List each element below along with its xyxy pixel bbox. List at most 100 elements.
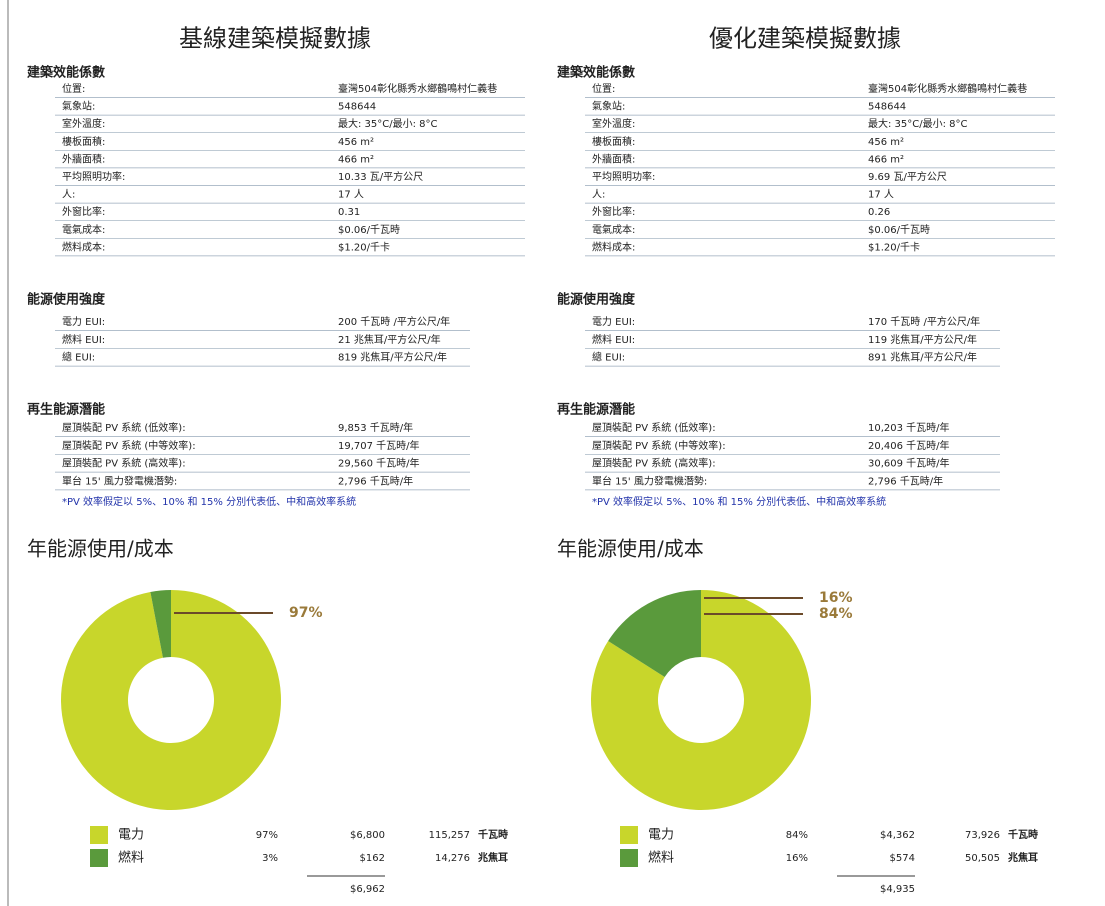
legend-percent: 3% bbox=[262, 853, 278, 864]
row-label: 單台 15' 風力發電機潛勢: bbox=[62, 474, 177, 487]
row-value: 0.26 bbox=[868, 207, 890, 218]
row-value: $1.20/千卡 bbox=[338, 240, 390, 253]
row-label: 氣象站: bbox=[62, 100, 95, 113]
legend-cost: $4,362 bbox=[880, 830, 915, 841]
row-value: 最大: 35°C/最小: 8°C bbox=[338, 117, 438, 130]
row-label: 總 EUI: bbox=[62, 351, 95, 364]
row-label: 位置: bbox=[592, 82, 615, 95]
row-label: 室外溫度: bbox=[62, 117, 105, 130]
donut-segment bbox=[591, 590, 812, 810]
row-label: 燃料 EUI: bbox=[62, 333, 105, 346]
legend-cost: $6,800 bbox=[350, 830, 385, 841]
section-heading: 能源使用強度 bbox=[557, 292, 636, 308]
row-label: 外牆面積: bbox=[62, 152, 105, 165]
legend-usage: 115,257 bbox=[429, 830, 470, 841]
legend-usage: 50,505 bbox=[965, 853, 1000, 864]
row-value: 17 人 bbox=[868, 189, 894, 201]
row-label: 外窗比率: bbox=[62, 205, 105, 218]
legend-swatch bbox=[620, 826, 638, 844]
row-value: 10.33 瓦/平方公尺 bbox=[338, 170, 423, 183]
row-value: 19,707 千瓦時/年 bbox=[338, 439, 420, 452]
legend-unit: 千瓦時 bbox=[478, 828, 508, 841]
row-label: 電力 EUI: bbox=[62, 315, 105, 328]
total-cost: $4,935 bbox=[880, 884, 915, 895]
row-label: 屋頂裝配 PV 系統 (高效率): bbox=[62, 457, 186, 470]
row-value: 456 m² bbox=[868, 137, 904, 148]
legend-unit: 千瓦時 bbox=[1008, 828, 1038, 841]
donut-segment bbox=[150, 590, 171, 658]
legend-unit: 兆焦耳 bbox=[478, 851, 508, 864]
legend-swatch bbox=[90, 849, 108, 867]
row-label: 總 EUI: bbox=[592, 351, 625, 364]
row-label: 樓板面積: bbox=[62, 135, 105, 148]
row-value: 466 m² bbox=[338, 154, 374, 165]
row-label: 燃料成本: bbox=[592, 240, 635, 253]
legend-cost: $574 bbox=[890, 853, 915, 864]
row-label: 人: bbox=[62, 189, 75, 201]
callout-label: 16% bbox=[819, 590, 853, 606]
row-label: 單台 15' 風力發電機潛勢: bbox=[592, 474, 707, 487]
legend-usage: 73,926 bbox=[965, 830, 1000, 841]
legend-unit: 兆焦耳 bbox=[1008, 851, 1038, 864]
row-label: 人: bbox=[592, 189, 605, 201]
total-cost: $6,962 bbox=[350, 884, 385, 895]
row-value: 819 兆焦耳/平方公尺/年 bbox=[338, 351, 447, 364]
section-heading: 再生能源潛能 bbox=[557, 402, 635, 418]
legend-name: 電力 bbox=[648, 828, 674, 843]
donut-segment bbox=[608, 590, 701, 677]
row-value: 臺灣504彰化縣秀水鄉鶴鳴村仁義巷 bbox=[338, 82, 497, 95]
row-value: 臺灣504彰化縣秀水鄉鶴鳴村仁義巷 bbox=[868, 82, 1027, 95]
row-label: 屋頂裝配 PV 系統 (中等效率): bbox=[592, 439, 726, 452]
row-value: 20,406 千瓦時/年 bbox=[868, 439, 950, 452]
row-label: 燃料 EUI: bbox=[592, 333, 635, 346]
row-value: $0.06/千瓦時 bbox=[868, 224, 930, 236]
section-heading: 能源使用強度 bbox=[27, 292, 106, 308]
chart-title: 年能源使用/成本 bbox=[27, 537, 174, 561]
callout-label: 97% bbox=[289, 605, 323, 621]
row-label: 電氣成本: bbox=[592, 223, 635, 236]
legend-name: 燃料 bbox=[118, 850, 144, 866]
row-value: 9,853 千瓦時/年 bbox=[338, 421, 413, 434]
row-label: 外牆面積: bbox=[592, 152, 635, 165]
row-value: 2,796 千瓦時/年 bbox=[868, 474, 943, 487]
row-label: 位置: bbox=[62, 82, 85, 95]
legend-name: 電力 bbox=[118, 828, 144, 843]
row-value: 最大: 35°C/最小: 8°C bbox=[868, 117, 968, 130]
panel-title: 優化建築模擬數據 bbox=[709, 25, 901, 53]
row-value: 2,796 千瓦時/年 bbox=[338, 474, 413, 487]
row-label: 屋頂裝配 PV 系統 (低效率): bbox=[592, 421, 716, 434]
panel-title: 基線建築模擬數據 bbox=[179, 25, 371, 53]
legend-percent: 97% bbox=[256, 830, 278, 841]
row-value: 170 千瓦時 /平方公尺/年 bbox=[868, 315, 980, 328]
row-label: 燃料成本: bbox=[62, 240, 105, 253]
row-value: 21 兆焦耳/平方公尺/年 bbox=[338, 333, 441, 346]
row-value: 9.69 瓦/平方公尺 bbox=[868, 170, 947, 183]
row-label: 電力 EUI: bbox=[592, 315, 635, 328]
row-value: 30,609 千瓦時/年 bbox=[868, 457, 950, 470]
row-value: 119 兆焦耳/平方公尺/年 bbox=[868, 333, 977, 346]
donut-segment bbox=[61, 590, 282, 810]
row-value: 548644 bbox=[868, 102, 906, 113]
legend-swatch bbox=[90, 826, 108, 844]
row-label: 樓板面積: bbox=[592, 135, 635, 148]
row-value: $1.20/千卡 bbox=[868, 240, 920, 253]
row-label: 屋頂裝配 PV 系統 (高效率): bbox=[592, 457, 716, 470]
legend-swatch bbox=[620, 849, 638, 867]
row-label: 平均照明功率: bbox=[62, 170, 125, 183]
footnote: *PV 效率假定以 5%、10% 和 15% 分別代表低、中和高效率系統 bbox=[62, 495, 356, 508]
row-label: 平均照明功率: bbox=[592, 170, 655, 183]
row-value: $0.06/千瓦時 bbox=[338, 224, 400, 236]
row-value: 548644 bbox=[338, 102, 376, 113]
row-value: 200 千瓦時 /平方公尺/年 bbox=[338, 315, 450, 328]
row-value: 456 m² bbox=[338, 137, 374, 148]
row-label: 屋頂裝配 PV 系統 (低效率): bbox=[62, 421, 186, 434]
row-label: 屋頂裝配 PV 系統 (中等效率): bbox=[62, 439, 196, 452]
row-value: 891 兆焦耳/平方公尺/年 bbox=[868, 351, 977, 364]
chart-title: 年能源使用/成本 bbox=[557, 537, 704, 561]
section-heading: 建築效能係數 bbox=[557, 65, 635, 81]
legend-percent: 84% bbox=[786, 830, 808, 841]
row-value: 17 人 bbox=[338, 189, 364, 201]
section-heading: 建築效能係數 bbox=[27, 65, 105, 81]
row-label: 電氣成本: bbox=[62, 223, 105, 236]
legend-usage: 14,276 bbox=[435, 853, 470, 864]
